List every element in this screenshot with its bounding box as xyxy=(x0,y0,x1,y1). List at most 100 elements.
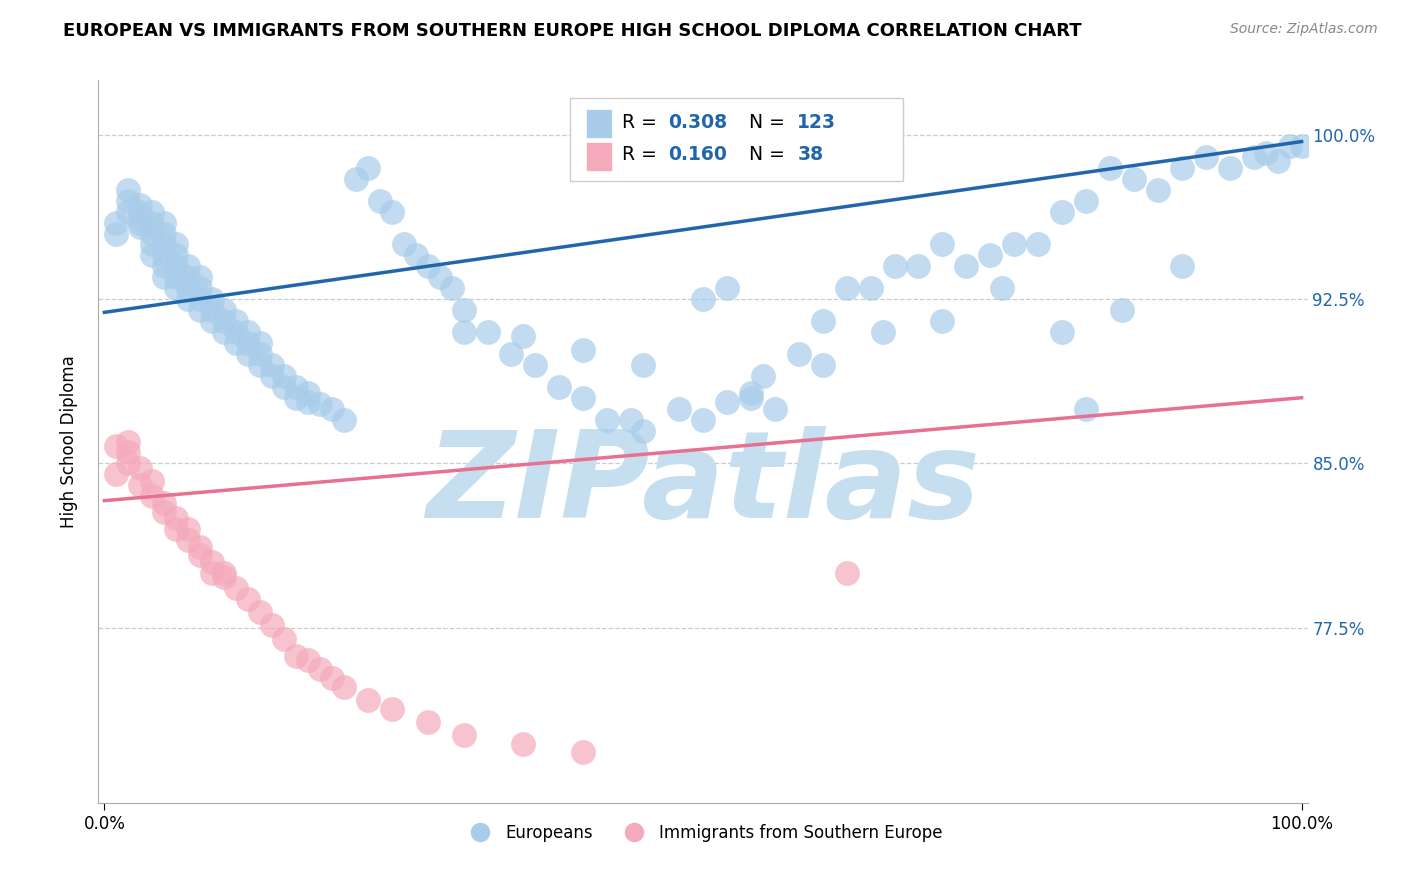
Point xyxy=(931,237,953,252)
Point xyxy=(620,412,643,426)
Point xyxy=(1050,204,1073,219)
Text: ZIPatlas: ZIPatlas xyxy=(426,426,980,543)
Point xyxy=(141,227,163,241)
Point xyxy=(165,248,187,262)
Point xyxy=(1123,171,1146,186)
Point xyxy=(416,714,439,729)
Point xyxy=(188,292,211,306)
Point xyxy=(201,566,224,580)
Text: N =: N = xyxy=(749,145,785,164)
Point xyxy=(117,445,139,459)
Point xyxy=(129,204,152,219)
Point xyxy=(429,270,451,285)
Point xyxy=(1278,139,1301,153)
Point xyxy=(740,391,762,405)
Point xyxy=(692,412,714,426)
Point xyxy=(201,303,224,318)
Point xyxy=(153,227,176,241)
Point xyxy=(201,555,224,569)
Point xyxy=(225,325,247,339)
Point xyxy=(165,281,187,295)
Point xyxy=(357,161,380,175)
Point xyxy=(188,303,211,318)
Point xyxy=(859,281,882,295)
Point xyxy=(153,505,176,519)
Point xyxy=(129,219,152,234)
Point xyxy=(1195,150,1218,164)
Point xyxy=(284,380,307,394)
Point xyxy=(1291,139,1313,153)
Bar xyxy=(586,142,613,170)
Text: Source: ZipAtlas.com: Source: ZipAtlas.com xyxy=(1230,22,1378,37)
Point xyxy=(1074,194,1097,208)
Point xyxy=(165,260,187,274)
Point xyxy=(991,281,1014,295)
Point xyxy=(249,336,271,351)
Point xyxy=(1219,161,1241,175)
Point xyxy=(188,270,211,285)
Point xyxy=(212,566,235,580)
Point xyxy=(1243,150,1265,164)
Bar xyxy=(586,109,613,138)
Point xyxy=(333,680,356,694)
Point xyxy=(548,380,571,394)
Point xyxy=(835,281,858,295)
Point xyxy=(212,314,235,328)
Point xyxy=(572,746,595,760)
Point xyxy=(572,343,595,357)
Point xyxy=(129,478,152,492)
Point xyxy=(344,171,367,186)
Point xyxy=(297,395,319,409)
Point xyxy=(284,649,307,664)
Point xyxy=(260,618,283,632)
Point xyxy=(165,511,187,525)
Point xyxy=(284,391,307,405)
Point xyxy=(225,581,247,595)
Point xyxy=(883,260,905,274)
Point xyxy=(501,347,523,361)
Text: 0.308: 0.308 xyxy=(668,112,727,132)
Point xyxy=(105,467,128,482)
Point xyxy=(188,549,211,563)
Point xyxy=(188,281,211,295)
Point xyxy=(440,281,463,295)
Point xyxy=(153,237,176,252)
Text: EUROPEAN VS IMMIGRANTS FROM SOUTHERN EUROPE HIGH SCHOOL DIPLOMA CORRELATION CHAR: EUROPEAN VS IMMIGRANTS FROM SOUTHERN EUR… xyxy=(63,22,1081,40)
Point xyxy=(236,592,259,607)
Point xyxy=(955,260,977,274)
Point xyxy=(979,248,1001,262)
Point xyxy=(177,270,200,285)
FancyBboxPatch shape xyxy=(569,98,903,181)
Text: N =: N = xyxy=(749,112,785,132)
Point xyxy=(512,329,534,343)
Point xyxy=(477,325,499,339)
Point xyxy=(141,489,163,503)
Point xyxy=(117,194,139,208)
Point xyxy=(129,211,152,226)
Point xyxy=(249,358,271,372)
Point xyxy=(1111,303,1133,318)
Point xyxy=(1147,183,1170,197)
Point xyxy=(1254,145,1277,160)
Point xyxy=(117,434,139,449)
Point xyxy=(572,391,595,405)
Point xyxy=(177,292,200,306)
Point xyxy=(740,386,762,401)
Point xyxy=(129,198,152,212)
Point xyxy=(212,303,235,318)
Point xyxy=(212,570,235,584)
Text: 0.160: 0.160 xyxy=(668,145,727,164)
Point xyxy=(787,347,810,361)
Point xyxy=(524,358,547,372)
Point xyxy=(260,368,283,383)
Point xyxy=(631,424,654,438)
Point xyxy=(177,281,200,295)
Point xyxy=(763,401,786,416)
Point xyxy=(105,227,128,241)
Point xyxy=(811,314,834,328)
Point xyxy=(212,325,235,339)
Point xyxy=(716,281,738,295)
Text: 38: 38 xyxy=(797,145,824,164)
Point xyxy=(596,412,619,426)
Point xyxy=(105,216,128,230)
